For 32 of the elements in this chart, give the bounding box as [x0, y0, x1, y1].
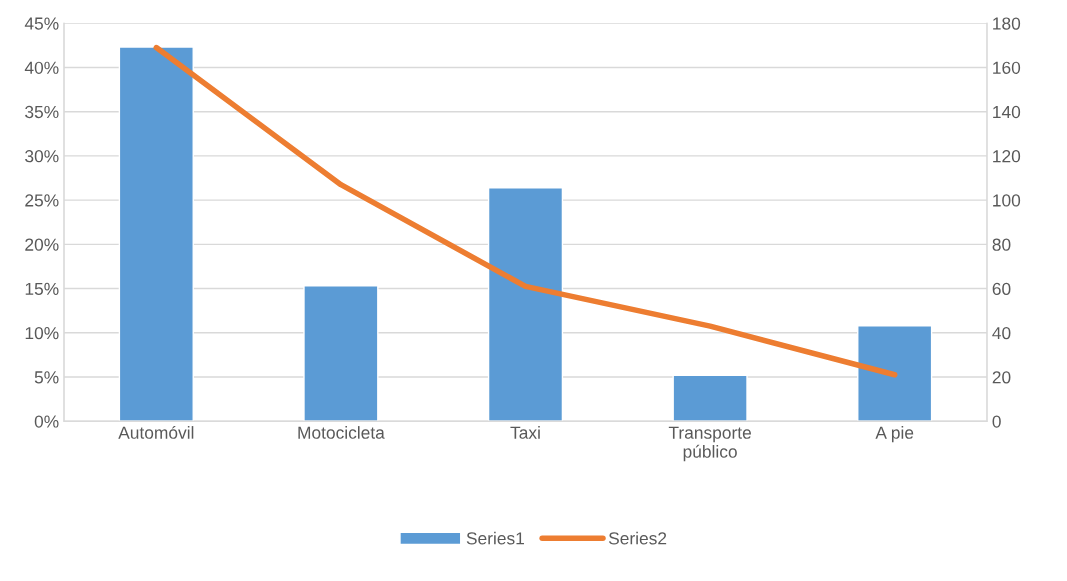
bar [303, 285, 379, 422]
legend-label: Series1 [466, 531, 524, 545]
y-tick-label: 15% [25, 282, 59, 296]
y-tick-label: 45% [24, 17, 59, 30]
y2-tick-label: 40 [992, 326, 1011, 340]
y2-tick-label: 120 [993, 150, 1021, 163]
x-tick-label: Motocicleta [298, 426, 385, 439]
y2-tick-label: 20 [992, 371, 1011, 384]
x-tick-label: Automóvil [118, 425, 194, 439]
y-tick-label: 40% [24, 61, 59, 74]
bar [857, 325, 933, 422]
y-tick-label: 25% [25, 194, 59, 207]
legend-label: Series2 [608, 531, 667, 545]
y-tick-label: 35% [25, 105, 59, 119]
y-tick-label: 5% [34, 371, 59, 384]
y-tick-label: 0% [34, 415, 59, 428]
bar [118, 46, 194, 422]
x-tick-label: Transporte público [668, 426, 751, 462]
bar [672, 374, 748, 422]
x-tick-label: Taxi [510, 426, 540, 439]
y-tick-label: 30% [25, 150, 59, 163]
y2-tick-label: 100 [993, 194, 1021, 207]
y2-tick-label: 60 [992, 282, 1011, 296]
x-tick-label: A pie [875, 426, 914, 443]
y2-tick-label: 160 [993, 61, 1021, 74]
y2-tick-label: 180 [993, 17, 1021, 30]
y2-tick-label: 80 [992, 238, 1011, 251]
y-tick-label: 20% [25, 238, 59, 251]
y2-tick-label: 140 [993, 105, 1021, 119]
bar [487, 187, 564, 422]
y-tick-label: 10% [25, 326, 59, 340]
y2-tick-label: 0 [992, 415, 1001, 428]
